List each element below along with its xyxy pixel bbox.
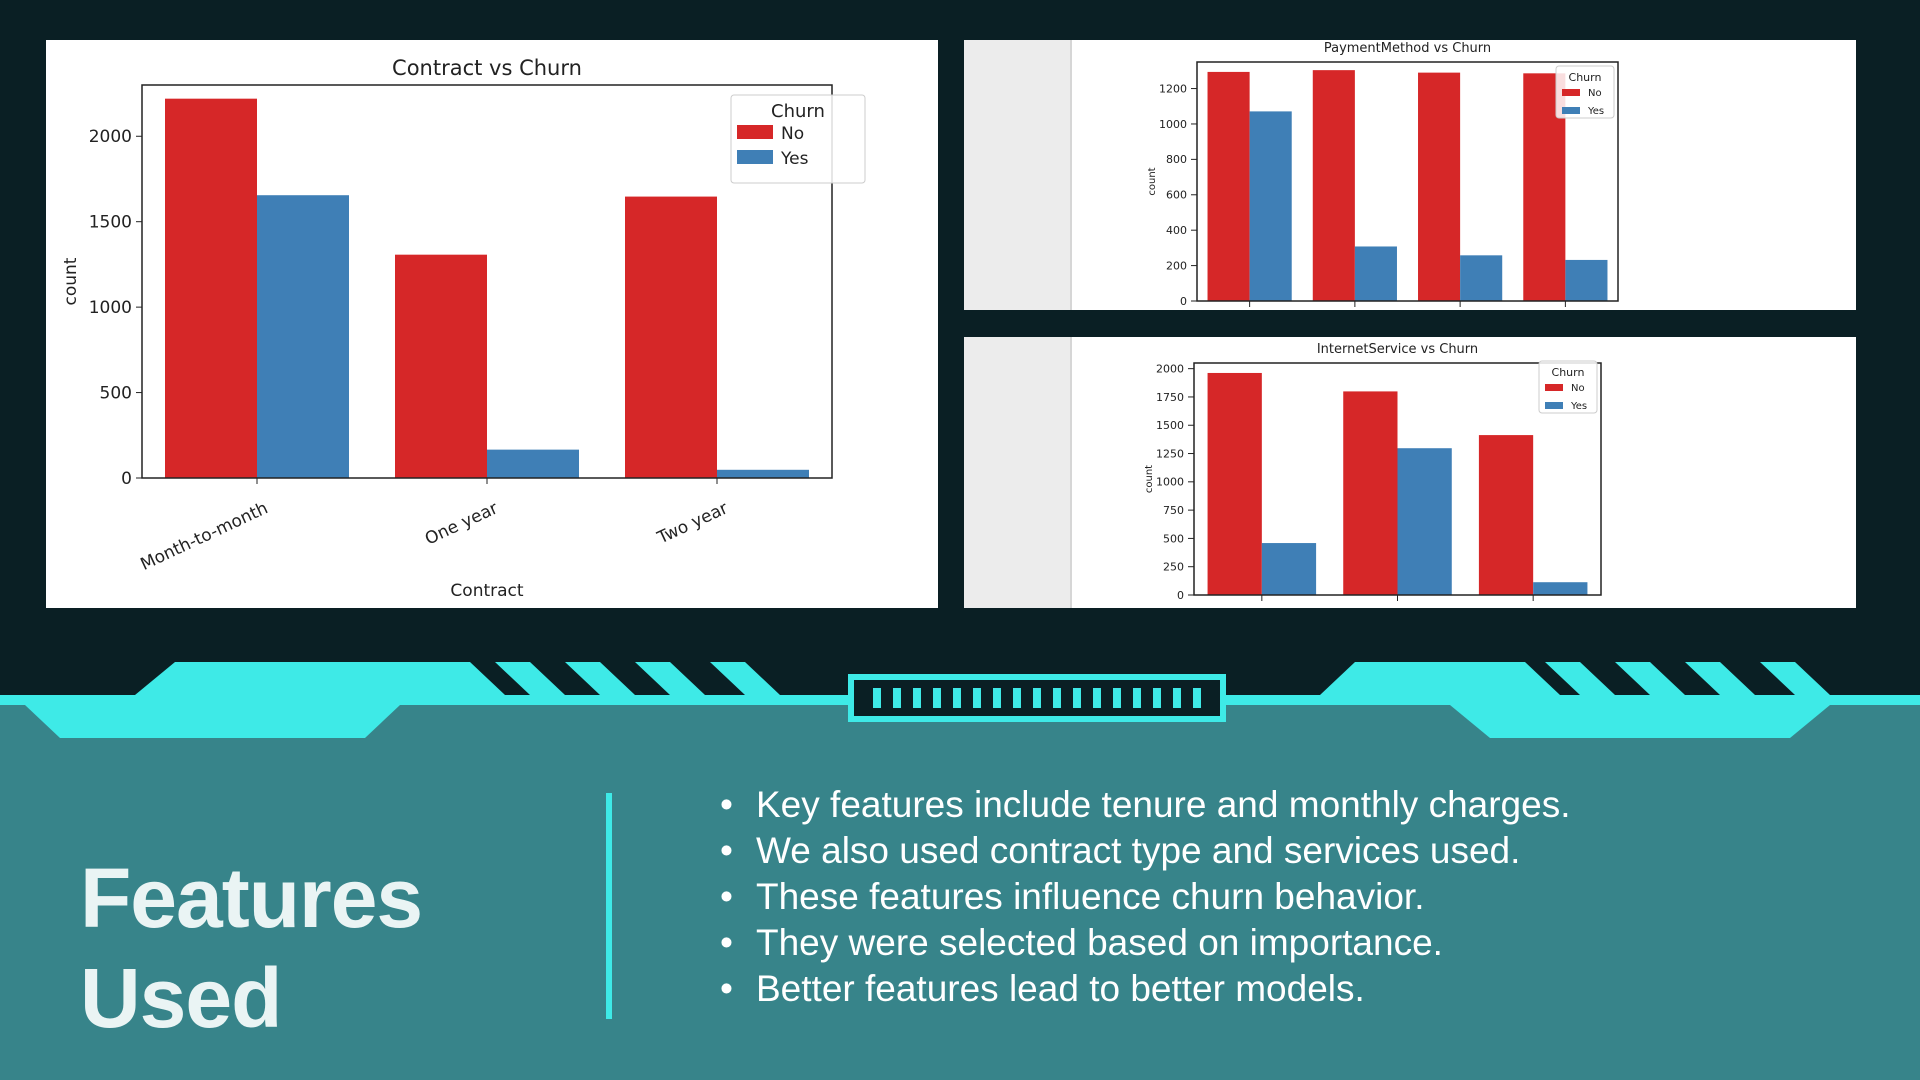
y-tick-label: 1000: [1159, 118, 1187, 131]
legend-swatch-no: [1545, 384, 1563, 391]
chart-title: Contract vs Churn: [392, 56, 582, 80]
bar-yes: [1565, 259, 1608, 301]
x-axis-label: Contract: [450, 581, 523, 601]
bar-yes: [717, 469, 809, 478]
legend-label: No: [781, 124, 804, 144]
legend-label: No: [1571, 383, 1585, 394]
legend-swatch-yes: [1545, 402, 1563, 409]
contract-chart: Contract vs Churn 0 500 1000 1500 2000 Month-t…: [61, 56, 866, 601]
bar-no: [1478, 435, 1534, 595]
y-tick-label: 750: [1163, 504, 1184, 517]
x-tick-label: Two year: [654, 498, 732, 548]
legend-label: Yes: [1570, 401, 1587, 412]
bar-no: [625, 196, 717, 478]
y-tick-label: 400: [1166, 224, 1187, 237]
legend-box: [1538, 360, 1598, 414]
legend-label: No: [1588, 88, 1602, 99]
bar-yes: [1397, 448, 1452, 595]
bar-no: [1207, 372, 1262, 595]
bar-yes: [1533, 582, 1588, 595]
payment-chart: PaymentMethod vs Churn 0 200 400 600 800 1000 1…: [1147, 41, 1619, 308]
y-tick-label: 1000: [1156, 476, 1184, 489]
y-tick-label: 200: [1166, 259, 1187, 272]
y-tick-label: 500: [1163, 532, 1184, 545]
internet-chart: InternetService vs Churn 0 250 500 750 1000 12…: [1144, 342, 1602, 602]
x-tick-label: One year: [422, 498, 501, 549]
slide-title: Features Used: [80, 851, 423, 1045]
y-tick-label: 1000: [89, 298, 132, 318]
y-tick-label: 1250: [1156, 447, 1184, 460]
y-tick-label: 2000: [1156, 363, 1184, 376]
bar-yes: [1261, 543, 1317, 595]
bar-yes: [257, 195, 349, 478]
y-axis-label: count: [1147, 167, 1158, 195]
list-item: Better features lead to better models.: [720, 966, 1571, 1012]
y-axis-label: count: [61, 257, 81, 305]
y-tick-label: 2000: [89, 127, 132, 147]
panel-side-strip: [964, 337, 1072, 608]
bar-no: [1418, 72, 1461, 301]
bar-no: [1343, 391, 1398, 595]
bar-no: [1312, 70, 1355, 301]
contract-chart-panel: Contract vs Churn 0 500 1000 1500 2000 Month-t…: [46, 40, 938, 608]
legend-title: Churn: [1569, 71, 1602, 84]
bar-no: [165, 98, 257, 479]
panel-side-strip: [964, 40, 1072, 310]
bar-yes: [1460, 255, 1503, 301]
chart-title: PaymentMethod vs Churn: [1324, 41, 1491, 56]
y-tick-label: 250: [1163, 561, 1184, 574]
bar-yes: [1354, 246, 1397, 301]
legend-label: Yes: [1587, 106, 1604, 117]
internet-chart-panel: InternetService vs Churn 0 250 500 750 1000 12…: [964, 337, 1856, 608]
bar-yes: [487, 449, 579, 478]
legend-swatch-no: [1562, 89, 1580, 96]
y-axis-label: count: [1144, 465, 1155, 493]
bullet-list: Key features include tenure and monthly …: [720, 782, 1571, 1012]
bar-yes: [1249, 111, 1292, 301]
y-tick-label: 1200: [1159, 82, 1187, 95]
y-tick-label: 600: [1166, 189, 1187, 202]
y-tick-label: 1500: [89, 213, 132, 233]
y-tick-label: 0: [1180, 295, 1187, 308]
list-item: We also used contract type and services …: [720, 828, 1571, 874]
legend-box: [1555, 65, 1615, 119]
payment-chart-panel: PaymentMethod vs Churn 0 200 400 600 800 1000 1…: [964, 40, 1856, 310]
legend-swatch-no: [737, 125, 773, 139]
plot-frame: [1196, 61, 1619, 302]
legend-title: Churn: [1552, 366, 1585, 379]
vertical-divider: [606, 793, 612, 1019]
y-tick-label: 1500: [1156, 419, 1184, 432]
y-tick-label: 0: [121, 469, 132, 489]
legend-title: Churn: [771, 101, 825, 122]
x-tick-label: Month-to-month: [137, 498, 271, 574]
list-item: Key features include tenure and monthly …: [720, 782, 1571, 828]
legend-label: Yes: [780, 149, 809, 169]
y-tick-label: 500: [100, 384, 132, 404]
list-item: These features influence churn behavior.: [720, 874, 1571, 920]
decorative-divider-band: [0, 662, 1920, 738]
y-tick-label: 800: [1166, 153, 1187, 166]
legend-swatch-yes: [1562, 107, 1580, 114]
y-tick-label: 0: [1177, 589, 1184, 602]
bar-no: [1207, 71, 1250, 301]
chart-title: InternetService vs Churn: [1317, 342, 1478, 357]
y-tick-label: 1750: [1156, 391, 1184, 404]
list-item: They were selected based on importance.: [720, 920, 1571, 966]
bar-no: [395, 254, 487, 478]
legend-swatch-yes: [737, 150, 773, 164]
